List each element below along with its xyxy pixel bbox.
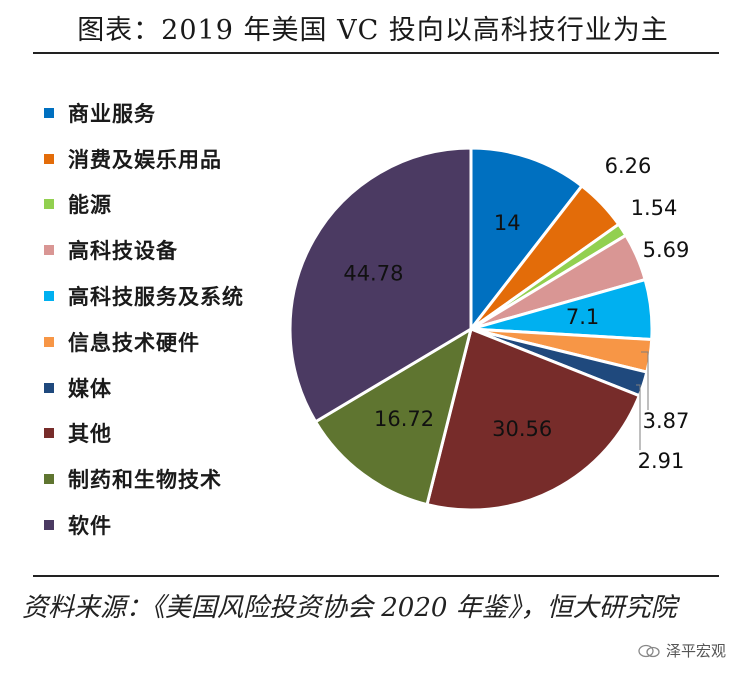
slice-value-label: 16.72 [374, 407, 434, 431]
legend-item: 商业服务 [44, 90, 244, 136]
legend-swatch [44, 107, 54, 118]
slice-value-label: 14 [494, 211, 521, 235]
legend-swatch [44, 245, 54, 256]
legend-label: 媒体 [68, 376, 112, 401]
pie-slice [469, 146, 584, 334]
legend-label: 商业服务 [68, 101, 156, 126]
legend-swatch [44, 520, 54, 531]
legend-swatch [44, 474, 54, 485]
legend-item: 能源 [44, 182, 244, 228]
slice-value-label: 3.87 [643, 409, 690, 433]
legend-item: 消费及娱乐用品 [44, 136, 244, 182]
wechat-icon [638, 644, 660, 657]
legend-item: 软件 [44, 502, 244, 548]
legend-label: 其他 [68, 422, 112, 447]
legend-item: 高科技服务及系统 [44, 273, 244, 319]
legend-item: 制药和生物技术 [44, 456, 244, 502]
top-rule [33, 52, 719, 54]
legend-label: 制药和生物技术 [68, 468, 222, 493]
pie-slice [425, 326, 642, 512]
legend-item: 其他 [44, 411, 244, 457]
legend-item: 高科技设备 [44, 227, 244, 273]
chart-title: 图表：2019 年美国 VC 投向以高科技行业为主 [77, 15, 669, 46]
legend-swatch [44, 199, 54, 210]
watermark: 泽平宏观 [638, 640, 726, 661]
slice-value-label: 2.91 [638, 449, 685, 473]
slice-value-label: 5.69 [643, 238, 690, 262]
legend-swatch [44, 382, 54, 393]
bottom-rule [33, 575, 719, 577]
chart-legend: 商业服务消费及娱乐用品 能源高科技设备高科技服务及系统 信息技术硬件 媒体其他制药和生… [44, 90, 244, 548]
leader-line [636, 384, 641, 450]
slice-value-label: 30.56 [492, 417, 552, 441]
legend-label: 消费及娱乐用品 [68, 147, 222, 172]
pie-slice [313, 325, 474, 507]
leader-line [641, 351, 649, 410]
slice-value-label: 1.54 [631, 196, 678, 220]
slice-value-label: 7.1 [566, 305, 599, 329]
legend-item: 信息技术硬件 [44, 319, 244, 365]
legend-item: 媒体 [44, 365, 244, 411]
slice-value-label: 44.78 [343, 262, 403, 286]
slice-value-label: 6.26 [605, 154, 652, 178]
legend-swatch [44, 336, 54, 347]
legend-swatch [44, 291, 54, 302]
legend-swatch [44, 428, 54, 439]
pie-slice [288, 146, 473, 424]
watermark-text: 泽平宏观 [665, 642, 726, 660]
source-note: 资料来源：《美国风险投资协会 2020 年鉴》，恒大研究院 [22, 593, 677, 623]
legend-label: 高科技设备 [68, 239, 178, 264]
legend-swatch [44, 153, 54, 164]
legend-label: 高科技服务及系统 [68, 285, 244, 310]
legend-label: 信息技术硬件 [68, 330, 200, 355]
legend-label: 能源 [68, 193, 112, 218]
legend-label: 软件 [68, 514, 112, 539]
